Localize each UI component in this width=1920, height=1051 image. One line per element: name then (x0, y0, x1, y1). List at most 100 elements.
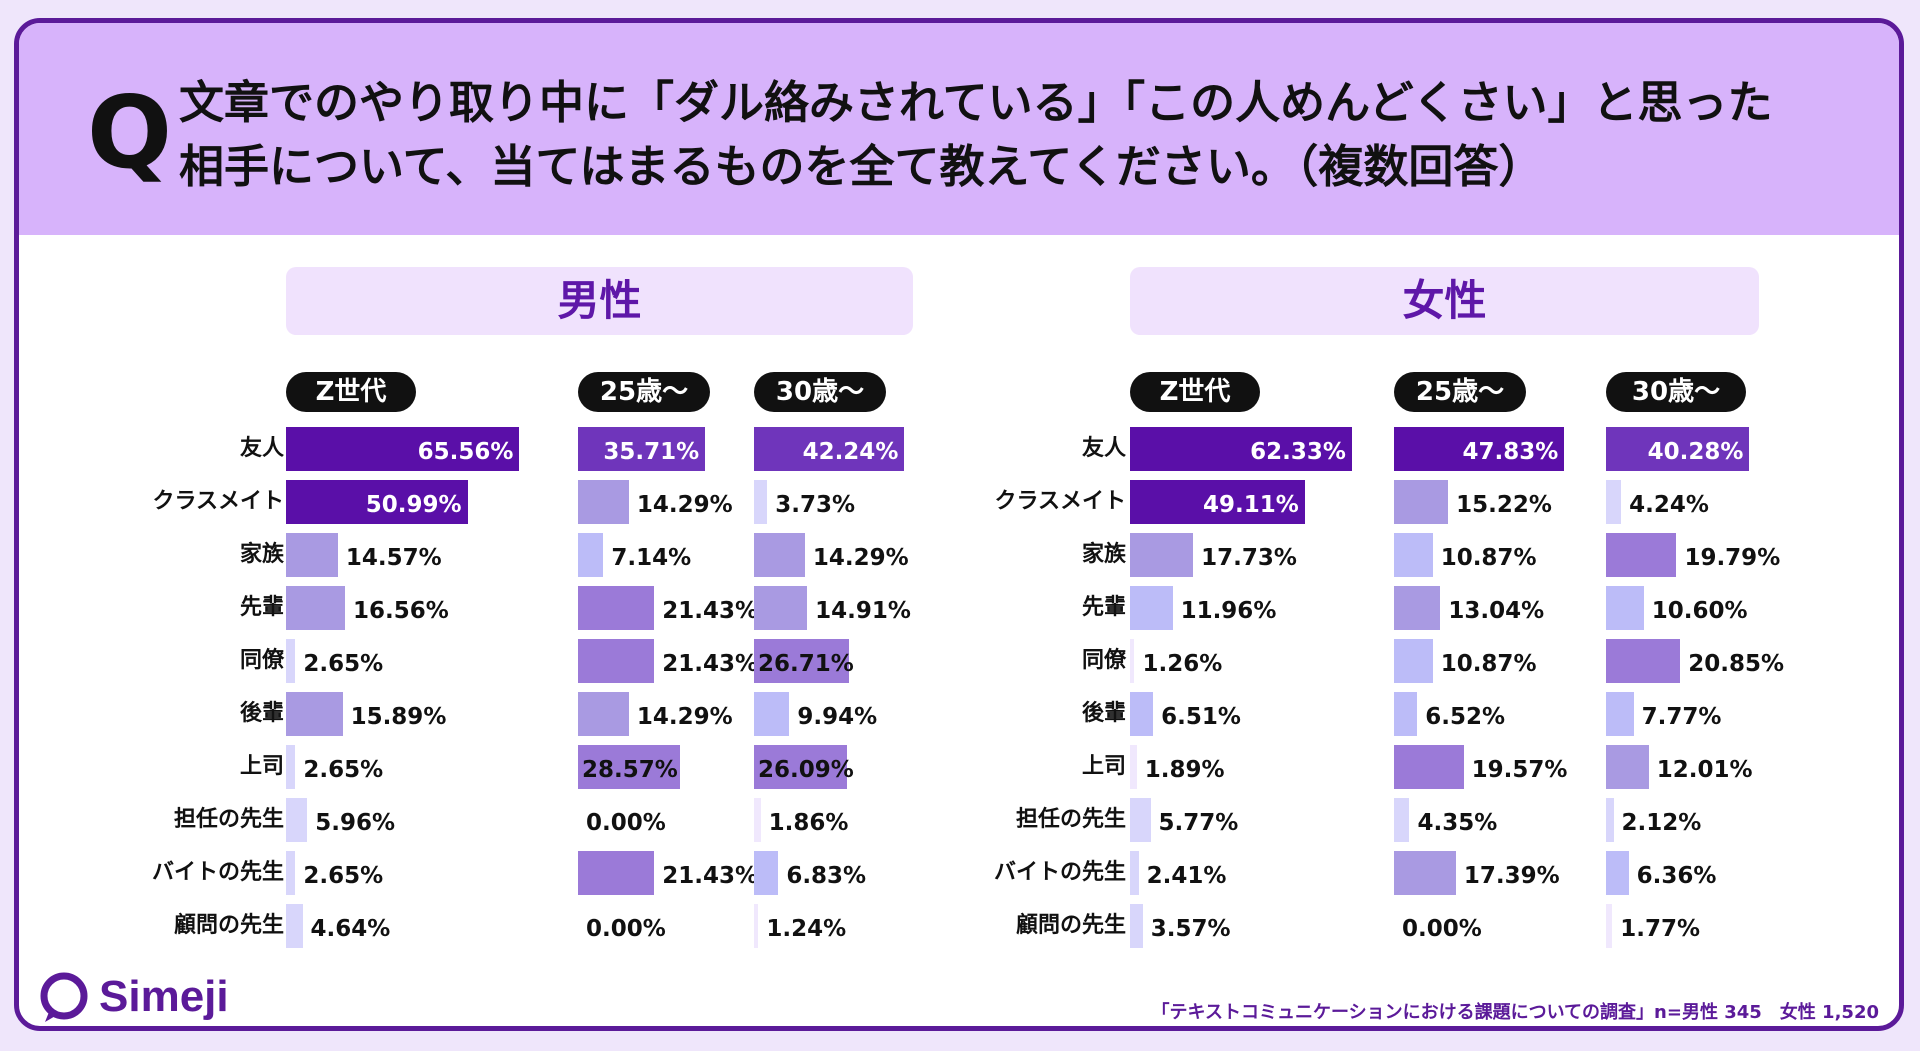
bar (1394, 586, 1441, 630)
category-label: 友人 (239, 436, 284, 461)
bar (1606, 586, 1644, 630)
bar (286, 692, 343, 736)
bar (286, 745, 296, 789)
data-label: 10.87% (1440, 651, 1537, 677)
data-label: 7.14% (611, 545, 692, 571)
bar (1130, 427, 1352, 471)
bar (1130, 798, 1151, 842)
bar (1130, 745, 1137, 789)
bar (754, 745, 847, 789)
bar (754, 586, 808, 630)
simeji-logo: Simeji (35, 967, 229, 1026)
bar (1606, 692, 1634, 736)
data-label: 21.43% (662, 598, 759, 624)
bar (1130, 533, 1194, 577)
series-pill-1: Z世代 (1130, 372, 1260, 412)
data-label: 21.43% (662, 651, 759, 677)
bar (1606, 745, 1649, 789)
bar (754, 533, 805, 577)
data-label: 1.26% (1142, 651, 1223, 677)
bar (1394, 851, 1456, 895)
bar (578, 480, 629, 524)
data-label: 1.89% (1144, 757, 1225, 783)
data-label: 6.36% (1636, 863, 1717, 889)
data-label: 1.24% (766, 916, 847, 942)
data-label: 2.65% (303, 757, 384, 783)
category-label: 同僚 (1081, 648, 1126, 673)
data-label: 62.33% (1250, 439, 1346, 465)
category-label: 先輩 (1081, 595, 1126, 620)
category-label: 顧問の先生 (173, 913, 284, 938)
data-label: 6.83% (786, 863, 867, 889)
data-label: 35.71% (603, 439, 700, 465)
bar (1394, 745, 1464, 789)
data-label: 2.12% (1621, 810, 1702, 836)
series-pill-3: 30歳〜 (754, 372, 886, 412)
bar (1130, 904, 1143, 948)
data-label: 0.00% (586, 916, 666, 942)
data-label: 14.29% (812, 545, 909, 571)
bar (1130, 851, 1139, 895)
bar (1606, 533, 1677, 577)
data-label: 2.65% (303, 651, 384, 677)
data-label: 49.11% (1203, 492, 1299, 518)
data-label: 6.51% (1161, 704, 1241, 730)
data-label: 4.35% (1417, 810, 1498, 836)
question-line-2: 相手について、当てはまるものを全て教えてください。（複数回答） (179, 140, 1544, 193)
bar (286, 480, 468, 524)
category-label: 後輩 (1081, 701, 1126, 726)
data-label: 3.57% (1150, 916, 1231, 942)
bar (286, 851, 296, 895)
data-label: 0.00% (586, 810, 666, 836)
data-label: 21.43% (662, 863, 759, 889)
bar (1130, 692, 1154, 736)
data-label: 10.87% (1440, 545, 1537, 571)
category-label: 担任の先生 (1015, 807, 1126, 832)
bar (1394, 798, 1410, 842)
panel-title-female: 女性 (1130, 267, 1759, 335)
data-label: 14.29% (636, 704, 733, 730)
series-pill-2: 25歳〜 (578, 372, 710, 412)
data-label: 26.71% (758, 651, 854, 677)
data-label: 4.24% (1629, 492, 1709, 518)
series-pill-3: 30歳〜 (1606, 372, 1746, 412)
data-label: 2.41% (1146, 863, 1227, 889)
question-line-1: 文章でのやり取り中に「ダル絡みされている」「この人めんどくさい」と思った (179, 76, 1773, 129)
bar (286, 533, 338, 577)
category-label: 家族 (239, 542, 284, 567)
data-label: 47.83% (1462, 439, 1559, 465)
data-label: 17.73% (1201, 545, 1297, 571)
bar (754, 427, 905, 471)
bar (286, 427, 520, 471)
speech-bubble-icon (40, 972, 88, 1022)
bar (754, 798, 761, 842)
bar (1606, 480, 1622, 524)
bar (1606, 851, 1629, 895)
data-label: 10.60% (1651, 598, 1748, 624)
category-label: 上司 (239, 754, 284, 779)
data-label: 50.99% (365, 492, 462, 518)
data-label: 42.24% (802, 439, 899, 465)
bar (578, 427, 706, 471)
question-mark: Q (87, 74, 173, 191)
bar (1606, 904, 1613, 948)
bar (1394, 639, 1433, 683)
category-label: バイトの先生 (151, 860, 284, 885)
bar (578, 851, 655, 895)
category-label: 友人 (1081, 436, 1126, 461)
data-label: 14.29% (636, 492, 733, 518)
category-label: 担任の先生 (173, 807, 284, 832)
data-label: 12.01% (1656, 757, 1753, 783)
series-pill-1: Z世代 (286, 372, 416, 412)
data-label: 13.04% (1448, 598, 1545, 624)
data-label: 40.28% (1647, 439, 1744, 465)
bar (1394, 480, 1449, 524)
chart-frame: Q 文章でのやり取り中に「ダル絡みされている」「この人めんどくさい」と思った 相… (14, 18, 1904, 1031)
bar (578, 745, 680, 789)
bar (754, 692, 790, 736)
question-header: Q 文章でのやり取り中に「ダル絡みされている」「この人めんどくさい」と思った 相… (19, 23, 1899, 235)
data-label: 14.91% (815, 598, 911, 624)
data-label: 2.65% (303, 863, 384, 889)
data-label: 6.52% (1425, 704, 1505, 730)
panel-title-male: 男性 (286, 267, 913, 335)
